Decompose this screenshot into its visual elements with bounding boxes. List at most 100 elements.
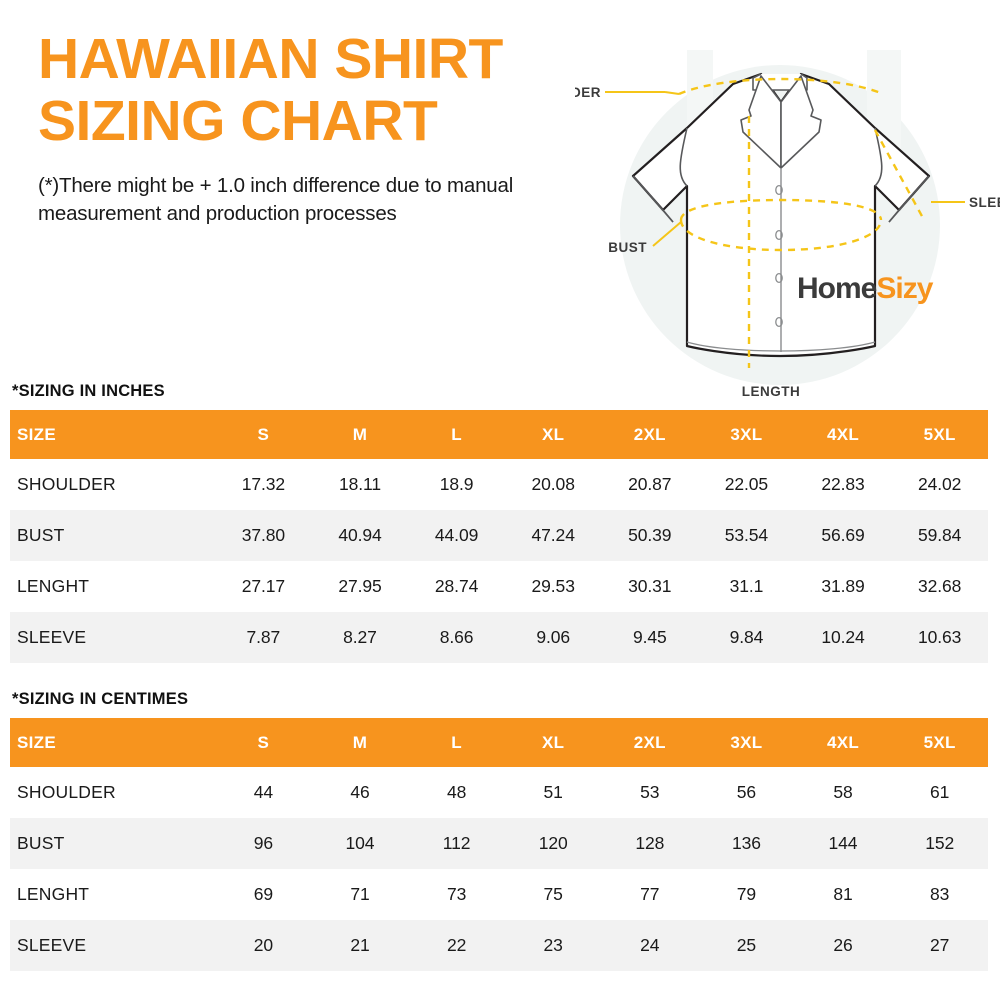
cell-value: 128 bbox=[635, 833, 665, 853]
cell-value: 28.74 bbox=[434, 576, 479, 596]
table-header-row: SIZE S M L XL 2XL 3XL 4XL 5XL bbox=[10, 718, 988, 767]
bust-guide-upper bbox=[679, 198, 883, 221]
column-header-2xl: 2XL bbox=[633, 424, 666, 444]
cell-value: 50.39 bbox=[628, 525, 672, 545]
table-row: LENGHT 27.17 27.95 28.74 29.53 30.31 31.… bbox=[10, 561, 988, 612]
cell-value: 8.27 bbox=[343, 627, 377, 647]
bust-guide-lower bbox=[679, 219, 883, 252]
cell-value: 120 bbox=[538, 833, 568, 853]
cell-value: 112 bbox=[442, 833, 471, 853]
cell-value: 40.94 bbox=[338, 525, 382, 545]
cell-value: 31.89 bbox=[821, 576, 865, 596]
cell-value: 136 bbox=[731, 833, 761, 853]
cell-value: 48 bbox=[446, 782, 467, 802]
label-shoulder: SHOULDER bbox=[575, 85, 601, 100]
column-header-3xl: 3XL bbox=[730, 424, 763, 444]
cell-value: 30.31 bbox=[628, 576, 672, 596]
sizing-section-inches: *SIZING IN INCHES SIZE S M L XL 2XL 3XL … bbox=[0, 382, 1000, 663]
table-row: SHOULDER 17.32 18.11 18.9 20.08 20.87 22… bbox=[10, 459, 988, 510]
table-row: SLEEVE 7.87 8.27 8.66 9.06 9.45 9.84 10.… bbox=[10, 612, 988, 663]
sizing-table-centimeters: SIZE S M L XL 2XL 3XL 4XL 5XL SHOULDER 4… bbox=[10, 718, 988, 971]
logo-text-sizy: Sizy bbox=[876, 272, 933, 305]
row-label: SLEEVE bbox=[17, 627, 87, 647]
homesizy-logo: HomeSizy bbox=[797, 272, 933, 306]
row-label: SHOULDER bbox=[17, 474, 116, 494]
cell-value: 27 bbox=[930, 935, 950, 955]
page-title-line-2: SIZING CHART bbox=[38, 89, 438, 153]
cell-value: 83 bbox=[930, 884, 950, 904]
row-label: BUST bbox=[17, 833, 65, 853]
shirt-illustration-svg: SHOULDER SLEEVES BUST LENGTH bbox=[575, 50, 1000, 399]
cell-value: 20 bbox=[253, 935, 273, 955]
shoulder-leader bbox=[664, 91, 680, 95]
row-label: SHOULDER bbox=[17, 782, 116, 802]
bust-leader bbox=[652, 221, 682, 247]
sizing-table-inches: SIZE S M L XL 2XL 3XL 4XL 5XL SHOULDER 1… bbox=[10, 410, 988, 663]
row-label: SLEEVE bbox=[17, 935, 87, 955]
cell-value: 37.80 bbox=[241, 525, 285, 545]
cell-value: 9.84 bbox=[729, 627, 764, 647]
column-header-m: M bbox=[352, 424, 368, 444]
cell-value: 7.87 bbox=[246, 627, 281, 647]
measure-guides bbox=[678, 77, 925, 368]
cell-value: 9.45 bbox=[632, 627, 667, 647]
column-header-4xl: 4XL bbox=[826, 424, 860, 444]
table-row: LENGHT 69 71 73 75 77 79 81 83 bbox=[10, 869, 988, 920]
column-header-xl: XL bbox=[542, 732, 565, 752]
cell-value: 58 bbox=[833, 782, 853, 802]
cell-value: 29.53 bbox=[531, 576, 575, 596]
column-header-s: S bbox=[257, 732, 270, 752]
cell-value: 47.24 bbox=[531, 525, 575, 545]
label-length: LENGTH bbox=[742, 384, 801, 399]
cell-value: 77 bbox=[640, 884, 660, 904]
table-row: BUST 96 104 112 120 128 136 144 152 bbox=[10, 818, 988, 869]
column-header-5xl: 5XL bbox=[923, 424, 956, 444]
table-row: SLEEVE 20 21 22 23 24 25 26 27 bbox=[10, 920, 988, 971]
cell-value: 10.24 bbox=[821, 627, 865, 647]
cell-value: 71 bbox=[350, 884, 370, 904]
cell-value: 56.69 bbox=[821, 525, 865, 545]
cell-value: 56 bbox=[736, 782, 757, 802]
label-bust: BUST bbox=[608, 240, 647, 255]
cell-value: 32.68 bbox=[918, 576, 962, 596]
page-header: HAWAIIAN SHIRT SIZING CHART (*)There mig… bbox=[0, 0, 1000, 410]
cell-value: 24 bbox=[640, 935, 660, 955]
cell-value: 104 bbox=[345, 833, 375, 853]
column-header-l: L bbox=[451, 424, 462, 444]
shirt-buttons bbox=[775, 184, 783, 328]
cell-value: 17.32 bbox=[241, 474, 285, 494]
cell-value: 53.54 bbox=[724, 525, 769, 545]
cell-value: 152 bbox=[925, 833, 955, 853]
column-header-4xl: 4XL bbox=[826, 732, 860, 752]
sizing-section-centimeters: *SIZING IN CENTIMES SIZE S M L XL 2XL 3X… bbox=[0, 690, 1000, 971]
cell-value: 23 bbox=[543, 935, 563, 955]
shirt-diagram: SHOULDER SLEEVES BUST LENGTH HomeSizy bbox=[575, 50, 1000, 410]
cell-value: 22.83 bbox=[821, 474, 865, 494]
cell-value: 22 bbox=[446, 935, 467, 955]
section-caption-centimeters: *SIZING IN CENTIMES bbox=[12, 690, 189, 708]
column-header-m: M bbox=[352, 732, 368, 752]
cell-value: 8.66 bbox=[439, 627, 474, 647]
cell-value: 24.02 bbox=[918, 474, 962, 494]
row-label: LENGHT bbox=[17, 884, 90, 904]
cell-value: 21 bbox=[350, 935, 370, 955]
cell-value: 61 bbox=[930, 782, 950, 802]
cell-value: 69 bbox=[253, 884, 273, 904]
cell-value: 75 bbox=[543, 884, 563, 904]
section-caption-inches: *SIZING IN INCHES bbox=[12, 382, 165, 400]
cell-value: 20.87 bbox=[628, 474, 672, 494]
cell-value: 22.05 bbox=[724, 474, 769, 494]
cell-value: 18.11 bbox=[338, 474, 381, 494]
column-header-s: S bbox=[257, 424, 270, 444]
cell-value: 44.09 bbox=[434, 525, 479, 545]
cell-value: 26 bbox=[833, 935, 853, 955]
cell-value: 27.95 bbox=[338, 576, 382, 596]
column-header-2xl: 2XL bbox=[633, 732, 666, 752]
column-header-size: SIZE bbox=[17, 732, 56, 752]
table-row: SHOULDER 44 46 48 51 53 56 58 61 bbox=[10, 767, 988, 818]
label-sleeves: SLEEVES bbox=[969, 195, 1000, 210]
shirt-collar bbox=[740, 73, 822, 169]
cell-value: 73 bbox=[446, 884, 467, 904]
cell-value: 18.9 bbox=[439, 474, 474, 494]
cell-value: 9.06 bbox=[536, 627, 571, 647]
